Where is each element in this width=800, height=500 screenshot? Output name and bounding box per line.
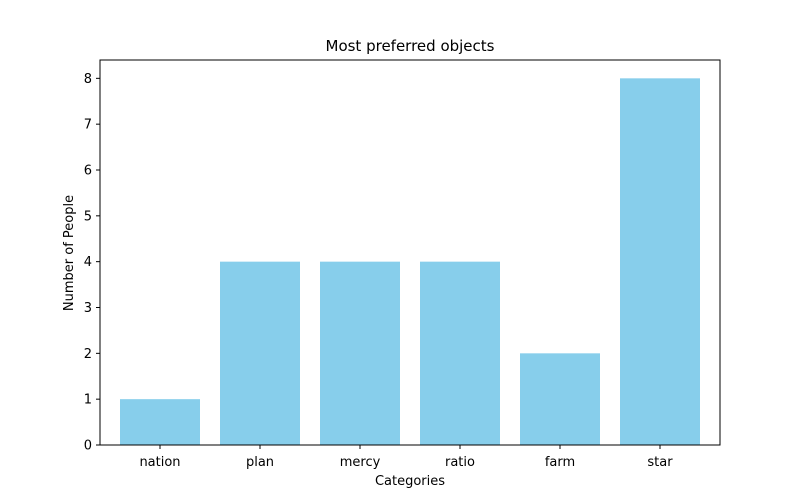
bar-plan [220,261,300,445]
x-axis-label: Categories [375,474,445,489]
y-tick-label: 4 [84,255,92,270]
y-tick-label: 8 [84,72,92,87]
chart-title: Most preferred objects [326,37,495,55]
x-tick-label-plan: plan [246,455,274,470]
y-tick-label: 7 [84,118,92,133]
y-tick-label: 6 [84,164,92,179]
x-tick-label-nation: nation [139,455,180,470]
bar-ratio [420,261,500,445]
plot-frame [99,59,721,446]
y-tick-label: 2 [84,347,92,362]
bar-star [620,78,700,445]
x-tick-label-star: star [647,455,673,470]
y-axis-label: Number of People [62,195,77,311]
y-tick-label: 1 [84,393,92,408]
bar-farm [520,353,600,445]
bar-mercy [320,261,400,445]
x-tick-label-farm: farm [545,455,575,470]
y-axis-ticks: 0 1 2 3 4 5 6 7 8 [84,72,100,454]
y-tick-label: 3 [84,301,92,316]
y-tick-label: 0 [84,439,92,454]
bar-nation [120,399,200,445]
x-axis-ticks: nation plan mercy ratio farm star [139,445,673,470]
x-tick-label-mercy: mercy [340,455,381,470]
bars-group [120,78,700,445]
x-tick-label-ratio: ratio [445,455,475,470]
y-tick-label: 5 [84,209,92,224]
